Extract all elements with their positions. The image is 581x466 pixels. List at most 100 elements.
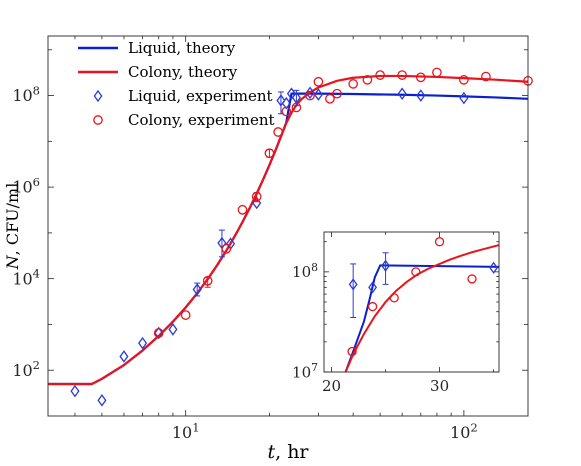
main-colony-experiment-point (362, 75, 373, 85)
inset-y-tick-label-base: 10 (292, 263, 311, 281)
main-liquid-experiment-point (281, 96, 291, 110)
inset-colony-experiment-point (434, 237, 445, 247)
main-x-tick-label: 101 (172, 420, 200, 442)
main-colony-experiment-error-bar (204, 277, 211, 288)
main-liquid-experiment-point (313, 88, 323, 101)
main-liquid-experiment-point (154, 326, 164, 340)
main-liquid-experiment-point (97, 394, 107, 407)
main-colony-experiment-point (481, 71, 491, 82)
main-liquid-experiment-error-bar (218, 229, 225, 258)
inset-y-tick-label: 108 (292, 261, 318, 281)
main-colony-experiment-point (348, 79, 359, 89)
legend-item-colony-experiment: Colony, experiment (93, 111, 275, 129)
main-y-tick-label-exponent: 2 (33, 358, 40, 372)
inset-liquid-experiment-point (348, 278, 358, 291)
main-colony-experiment-point (264, 148, 275, 159)
inset-y-tick-label-exponent: 7 (311, 361, 318, 374)
main-colony-experiment-point (251, 191, 262, 202)
inset-y-tick-label-base: 10 (292, 363, 311, 381)
inset-colony-experiment-point (367, 301, 378, 312)
main-y-tick-label-base: 10 (12, 269, 32, 288)
inset-liquid-experiment-point (368, 281, 378, 294)
legend-label: Colony, theory (128, 63, 238, 81)
legend-diamond-marker (93, 89, 103, 103)
main-colony-experiment-point (305, 90, 315, 101)
main-x-tick-label-exponent: 2 (470, 420, 477, 434)
main-colony-experiment-point (237, 204, 248, 215)
main-colony-experiment-point (221, 243, 232, 254)
inset-frame (323, 231, 500, 373)
main-colony-experiment-point (325, 93, 335, 104)
main-y-tick-label-base: 10 (12, 361, 32, 380)
main-frame (47, 35, 529, 417)
inset-y-tick-label: 107 (292, 361, 318, 381)
main-y-tick-label-exponent: 6 (33, 175, 40, 189)
inset-liquid-experiment-point (381, 259, 390, 272)
legend-item-liquid-experiment: Liquid, experiment (93, 87, 273, 105)
inset-colony-experiment-point (467, 274, 477, 284)
main-colony-experiment-point (180, 310, 191, 320)
main-y-tick-label-exponent: 8 (33, 83, 40, 97)
main-markers (70, 67, 533, 407)
main-colony-experiment-point (459, 75, 469, 85)
main-liquid-experiment-point (168, 323, 178, 336)
main-data (48, 74, 528, 386)
inset-x-tick-label: 30 (430, 377, 449, 395)
main-colony-experiment-point (375, 70, 385, 80)
x-axis-variable: t (267, 441, 275, 463)
legend-label: Liquid, experiment (128, 87, 273, 105)
inset-colony-experiment-point (347, 346, 357, 357)
main-liquid-experiment-point (416, 89, 426, 102)
main-liquid-experiment-point (276, 94, 286, 107)
main-colony-experiment-point (415, 72, 426, 83)
main-colony-experiment-point (202, 275, 213, 286)
legend-circle-marker (93, 115, 103, 125)
main-liquid-experiment-point (119, 350, 129, 363)
main-y-tick-label-base: 10 (12, 178, 32, 197)
inset-markers (347, 237, 498, 357)
legend: Liquid, theory Colony, theory Liquid, expe… (78, 39, 275, 129)
main-y-tick-label: 108 (12, 83, 40, 105)
legend-label: Colony, experiment (128, 111, 275, 129)
legend-item-liquid-theory: Liquid, theory (78, 39, 236, 57)
main-y-tick-label: 104 (12, 267, 40, 289)
main-liquid-experiment-point (459, 91, 469, 105)
legend-label: Liquid, theory (128, 39, 236, 57)
main-y-tick-label: 106 (12, 175, 40, 197)
main-colony-experiment-point (291, 102, 302, 113)
inset-data (344, 244, 499, 372)
main-colony-experiment-point (273, 127, 284, 137)
inset-x-tick-label: 20 (322, 377, 341, 395)
inset-colony-experiment-point (389, 293, 399, 303)
inset-liquid-experiment-error-bar (382, 252, 389, 285)
main-liquid-experiment-point (138, 336, 148, 350)
main-y-tick-label-exponent: 4 (33, 267, 40, 281)
main-series-line-colony-theory (48, 74, 528, 386)
main-colony-experiment-point (153, 328, 164, 338)
main-x-tick-label-base: 10 (450, 423, 470, 442)
x-axis-title: t, hr (267, 441, 309, 463)
inset-colony-experiment-point (411, 267, 421, 277)
main-x-tick-label-exponent: 1 (192, 420, 199, 434)
y-axis-title: N, CFU/ml (3, 183, 22, 271)
inset-liquid-experiment-error-bar (350, 263, 357, 319)
main-liquid-experiment-point (397, 87, 407, 100)
inset-y-tick-label-exponent: 8 (311, 261, 318, 274)
main-y-tick-label: 102 (12, 358, 40, 380)
main-liquid-experiment-point (192, 283, 202, 296)
main-colony-experiment-point (397, 70, 408, 80)
main-liquid-experiment-point (286, 87, 296, 100)
inset-liquid-experiment-point (489, 261, 498, 274)
main-colony-experiment-point (332, 88, 342, 99)
main-colony-experiment-point (432, 67, 442, 78)
main-liquid-experiment-point (70, 384, 80, 398)
main-x-tick-label-base: 10 (172, 423, 192, 442)
main-y-tick-label-base: 10 (12, 86, 32, 105)
main-x-tick-label: 102 (450, 420, 478, 442)
main-colony-experiment-point (313, 76, 324, 87)
